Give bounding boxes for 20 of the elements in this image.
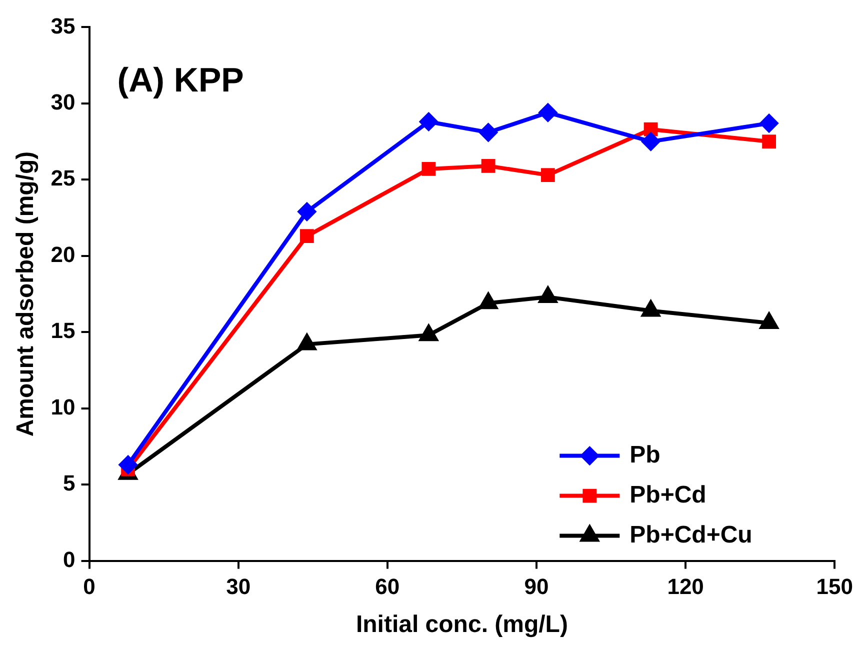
legend-label: Pb xyxy=(630,441,660,468)
y-tick-label: 0 xyxy=(63,546,76,572)
annotation: (A) KPP xyxy=(117,62,244,100)
x-tick-label: 60 xyxy=(375,574,400,600)
y-tick-label: 30 xyxy=(50,89,76,114)
x-axis-title: Initial conc. (mg/L) xyxy=(356,611,568,638)
y-tick-label: 10 xyxy=(50,394,76,420)
y-tick-label: 25 xyxy=(50,166,76,191)
legend-label: Pb+Cd+Cu xyxy=(630,521,752,548)
x-tick-label: 0 xyxy=(83,574,96,600)
y-tick-label: 35 xyxy=(50,13,76,38)
y-tick-label: 5 xyxy=(63,470,76,496)
legend-label: Pb+Cd xyxy=(630,481,706,508)
x-tick-label: 30 xyxy=(226,574,251,600)
y-tick-label: 15 xyxy=(50,318,76,344)
y-axis-title: Amount adsorbed (mg/g) xyxy=(12,151,40,437)
x-tick-label: 90 xyxy=(524,574,549,600)
x-tick-label: 150 xyxy=(816,574,854,600)
x-tick-label: 120 xyxy=(667,574,704,600)
y-tick-label: 20 xyxy=(50,242,76,267)
